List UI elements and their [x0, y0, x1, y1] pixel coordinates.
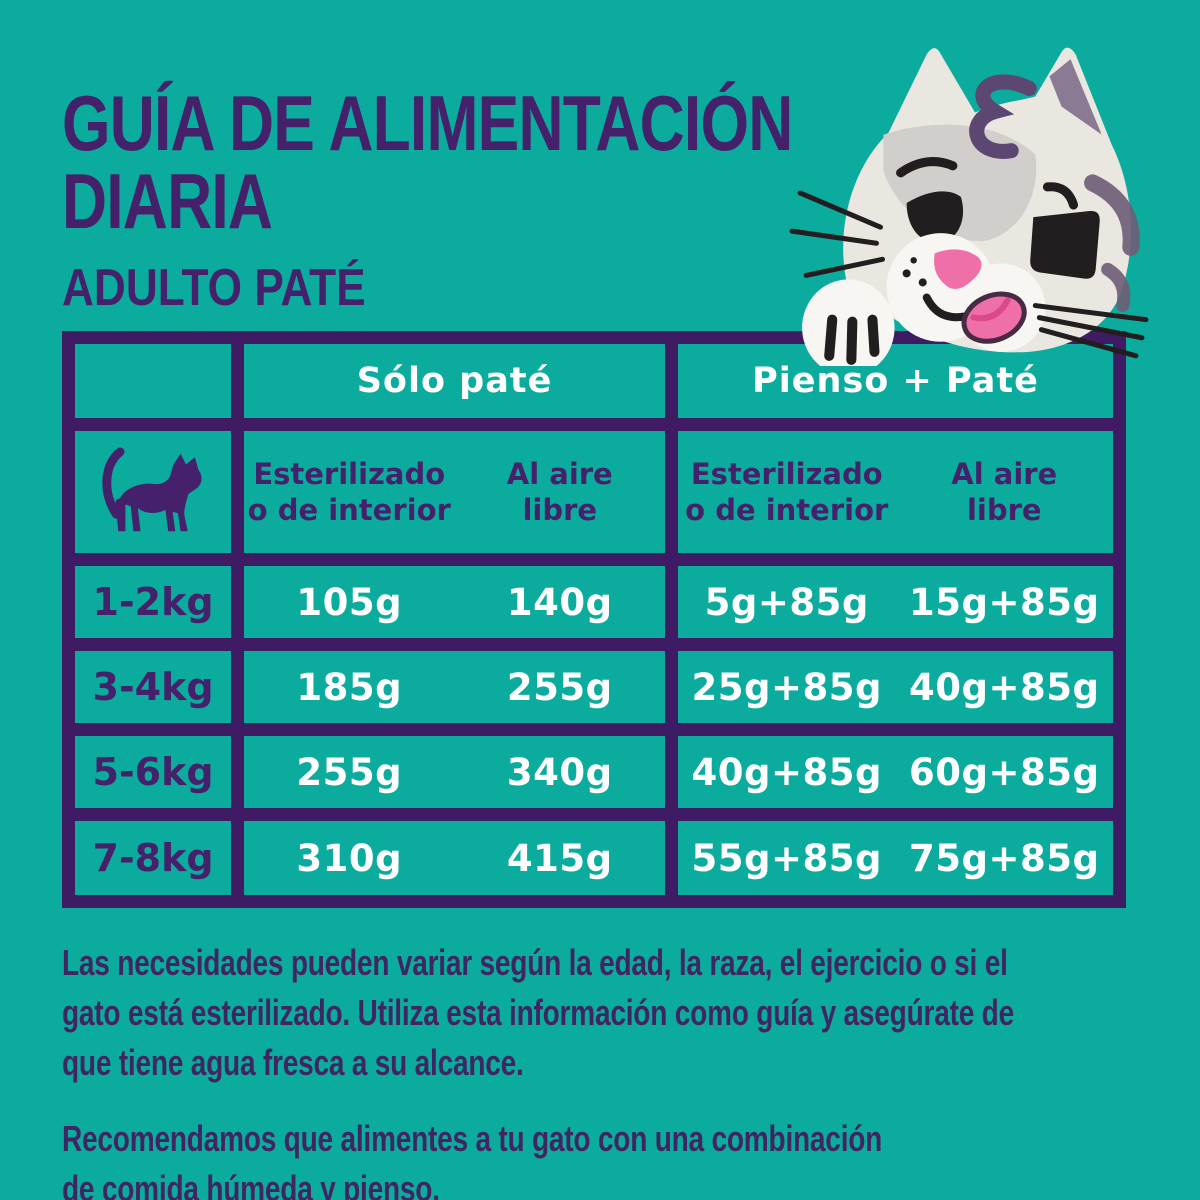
sub-header-al-aire-libre: Al aire libre [951, 457, 1058, 527]
pienso-pate-values-cell: 55g+85g 75g+85g [665, 808, 1126, 908]
feeding-guide-table: Sólo paté Pienso + Paté Esterilizado o d… [62, 331, 1126, 908]
sub-header-cell-pienso-pate: Esterilizado o de interior Al aire libre [665, 418, 1126, 566]
value: 60g+85g [909, 750, 1100, 794]
value: 185g [296, 665, 403, 709]
sub-header-esterilizado: Esterilizado o de interior [247, 457, 451, 527]
weight-cell: 1-2kg [62, 553, 244, 651]
value: 255g [296, 750, 403, 794]
value: 340g [506, 750, 613, 794]
solo-pate-values-cell: 310g 415g [231, 808, 678, 908]
page-title-line2: DIARIA [62, 157, 273, 245]
table-row-5-6kg: 5-6kg 255g 340g 40g+85g 60g+85g [62, 723, 1126, 821]
solo-pate-values-cell: 255g 340g [231, 723, 678, 821]
value: 310g [296, 836, 403, 880]
value: 105g [296, 580, 403, 624]
footer-notes: Las necesidades pueden variar según la e… [62, 938, 1200, 1200]
table-corner-spacer [62, 331, 244, 431]
value: 55g+85g [691, 836, 882, 880]
weight-cell: 3-4kg [62, 638, 244, 736]
sub-header-al-aire-libre: Al aire libre [506, 457, 613, 527]
cat-silhouette-icon [75, 431, 231, 553]
table-row-3-4kg: 3-4kg 185g 255g 25g+85g 40g+85g [62, 638, 1126, 736]
group-header-label: Pienso + Paté [752, 361, 1039, 401]
value: 40g+85g [909, 665, 1100, 709]
pienso-pate-values-cell: 5g+85g 15g+85g [665, 553, 1126, 651]
value: 140g [506, 580, 613, 624]
value: 415g [506, 836, 613, 880]
value: 255g [506, 665, 613, 709]
table-row-1-2kg: 1-2kg 105g 140g 5g+85g 15g+85g [62, 553, 1126, 651]
solo-pate-values-cell: 105g 140g [231, 553, 678, 651]
pienso-pate-values-cell: 25g+85g 40g+85g [665, 638, 1126, 736]
group-header-pienso-pate: Pienso + Paté [665, 331, 1126, 431]
value: 15g+85g [909, 580, 1100, 624]
sub-header-row: Esterilizado o de interior Al aire libre… [62, 418, 1126, 566]
group-header-solo-pate: Sólo paté [231, 331, 678, 431]
note-paragraph-1: Las necesidades pueden variar según la e… [62, 942, 1014, 1083]
page-title-block: GUÍA DE ALIMENTACIÓN DIARIA ADULTO PATÉ [62, 84, 975, 314]
weight-cell: 5-6kg [62, 723, 244, 821]
weight-cell: 7-8kg [62, 808, 244, 908]
pienso-pate-values-cell: 40g+85g 60g+85g [665, 723, 1126, 821]
sub-header-cell-solo-pate: Esterilizado o de interior Al aire libre [231, 418, 678, 566]
page-title-line1: GUÍA DE ALIMENTACIÓN [62, 79, 793, 167]
page-subtitle: ADULTO PATÉ [62, 259, 366, 317]
solo-pate-values-cell: 185g 255g [231, 638, 678, 736]
cat-icon-cell [62, 418, 244, 566]
table-row-7-8kg: 7-8kg 310g 415g 55g+85g 75g+85g [62, 808, 1126, 908]
value: 5g+85g [704, 580, 869, 624]
peeking-cat-illustration [788, 34, 1160, 376]
note-paragraph-2: Recomendamos que alimentes a tu gato con… [62, 1118, 883, 1200]
value: 75g+85g [909, 836, 1100, 880]
sub-header-esterilizado: Esterilizado o de interior [685, 457, 889, 527]
value: 25g+85g [691, 665, 882, 709]
group-header-row: Sólo paté Pienso + Paté [62, 331, 1126, 431]
group-header-label: Sólo paté [356, 361, 553, 401]
value: 40g+85g [691, 750, 882, 794]
